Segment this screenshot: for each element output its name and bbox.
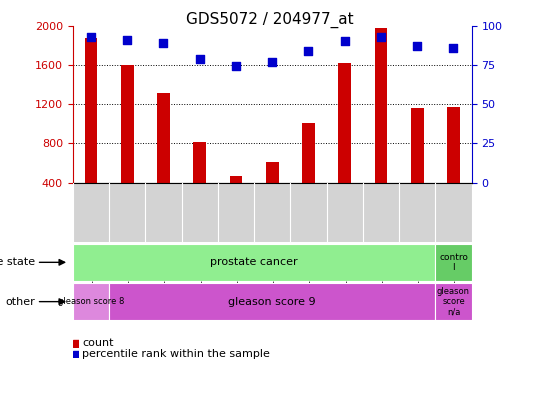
Point — [304, 48, 313, 54]
Bar — [109, 283, 436, 320]
Text: percentile rank within the sample: percentile rank within the sample — [82, 349, 271, 359]
Point — [413, 43, 421, 49]
Bar — [73, 283, 109, 320]
Bar — [411, 108, 424, 183]
Point — [195, 55, 204, 62]
Bar — [436, 283, 472, 320]
Text: gleason score 9: gleason score 9 — [229, 297, 316, 307]
Bar — [375, 28, 388, 183]
Text: prostate cancer: prostate cancer — [210, 257, 298, 267]
Text: contro
l: contro l — [439, 253, 468, 272]
Bar — [73, 340, 79, 347]
Point — [341, 38, 349, 44]
Text: disease state: disease state — [0, 257, 35, 267]
Text: gleason score 8: gleason score 8 — [58, 297, 124, 306]
Point — [377, 33, 385, 40]
Bar — [157, 93, 170, 183]
Text: GDS5072 / 204977_at: GDS5072 / 204977_at — [186, 12, 353, 28]
Text: other: other — [5, 297, 35, 307]
Text: gleason
score
n/a: gleason score n/a — [437, 287, 470, 316]
Bar — [230, 176, 243, 183]
Bar — [121, 65, 134, 183]
Text: count: count — [82, 338, 114, 349]
Point — [232, 63, 240, 70]
Bar — [447, 107, 460, 183]
Bar — [302, 123, 315, 183]
Bar — [436, 244, 472, 281]
Bar — [194, 142, 206, 183]
Bar — [85, 38, 97, 183]
Point — [159, 40, 168, 46]
Point — [123, 37, 132, 43]
Point — [87, 33, 95, 40]
Bar — [73, 351, 79, 358]
Point — [268, 59, 277, 65]
Bar — [266, 162, 279, 183]
Point — [449, 44, 458, 51]
Bar — [338, 63, 351, 183]
